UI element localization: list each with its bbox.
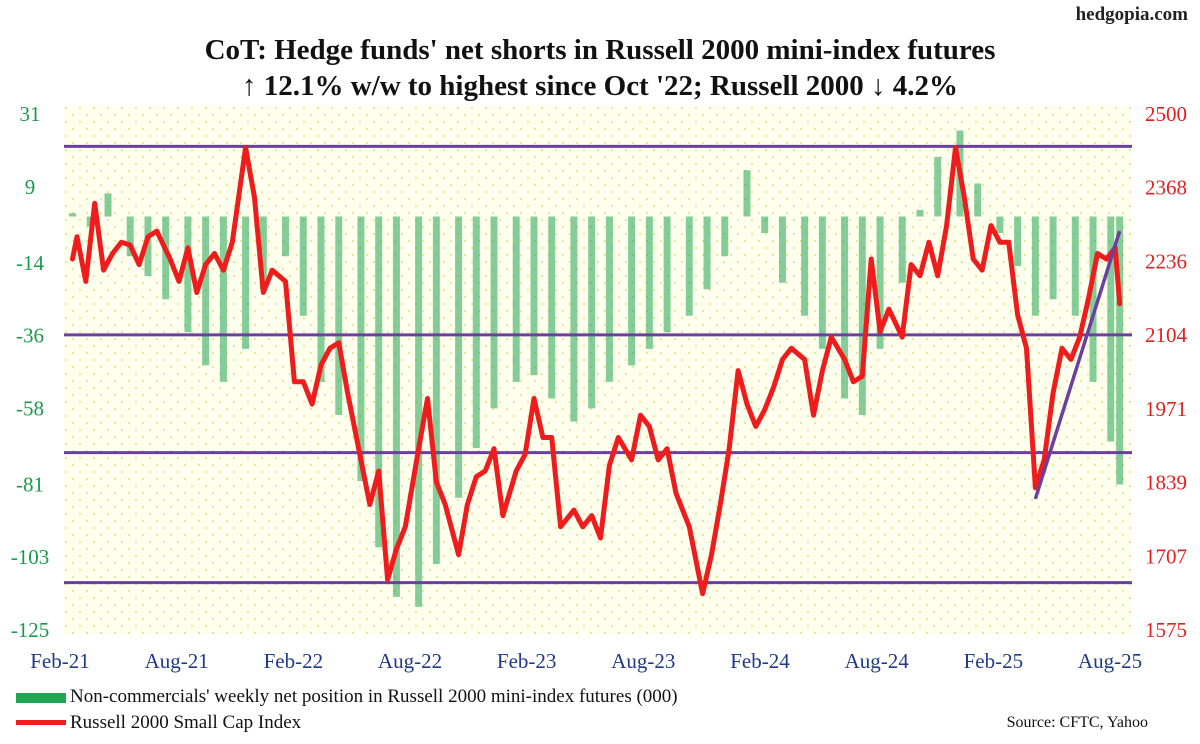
x-axis-tick: Aug-21 [145,649,209,673]
chart-title-line-1: CoT: Hedge funds' net shorts in Russell … [204,34,996,66]
right-axis-tick: 1839 [1145,471,1187,495]
russell-2000-line [70,145,1123,597]
x-axis-tick: Feb-22 [264,649,324,673]
right-axis-tick: 1707 [1145,544,1187,568]
line-series [70,145,1123,597]
legend-label-bars: Non-commercials' weekly net position in … [70,686,678,707]
left-axis-tick: -125 [11,618,50,642]
right-axis-tick: 2236 [1145,249,1187,273]
right-axis-tick: 1575 [1145,618,1187,642]
brand-watermark: hedgopia.com [1075,4,1188,25]
left-axis-tick: 31 [20,102,41,126]
x-axis-tick: Feb-21 [30,649,90,673]
left-axis-tick: -14 [16,251,44,275]
horizontal-lines [64,144,1132,585]
x-axis-tick: Aug-23 [611,649,675,673]
trendline-segment [1033,230,1122,500]
left-axis-tick: 9 [25,175,36,199]
x-axis-tick: Aug-24 [845,649,910,673]
legend-swatch-bars [16,693,66,703]
legend-label-line: Russell 2000 Small Cap Index [70,712,302,733]
legend-swatch-line [16,720,66,725]
right-axis-tick: 2500 [1145,102,1187,126]
right-axis-tick: 2368 [1145,176,1187,200]
left-axis-tick: -103 [11,545,50,569]
left-axis-tick: -81 [16,472,44,496]
plot-grid [64,106,1132,634]
trendline [1033,230,1122,500]
x-axis-tick: Feb-24 [730,649,790,673]
left-axis-tick: -58 [16,396,44,420]
x-axis-ticks: Feb-21 Aug-21 Feb-22 Aug-22 Feb-23 Aug-23 Feb-… [30,649,1142,673]
x-axis-tick: Feb-25 [964,649,1024,673]
x-axis-tick: Feb-23 [497,649,557,673]
right-axis-tick: 2104 [1145,323,1188,347]
right-axis-ticks: 2500 2368 2236 2104 1971 1839 1707 1575 [1145,102,1188,642]
left-axis-tick: -36 [16,324,44,348]
right-axis-tick: 1971 [1145,397,1187,421]
x-axis-tick: Aug-22 [378,649,442,673]
chart-title-line-2: ↑ 12.1% w/w to highest since Oct '22; Ru… [241,70,959,102]
left-axis-ticks: 31 9 -14 -36 -58 -81 -103 -125 [11,102,50,642]
source-note: Source: CFTC, Yahoo [1006,714,1148,731]
x-axis-tick: Aug-25 [1078,649,1142,673]
